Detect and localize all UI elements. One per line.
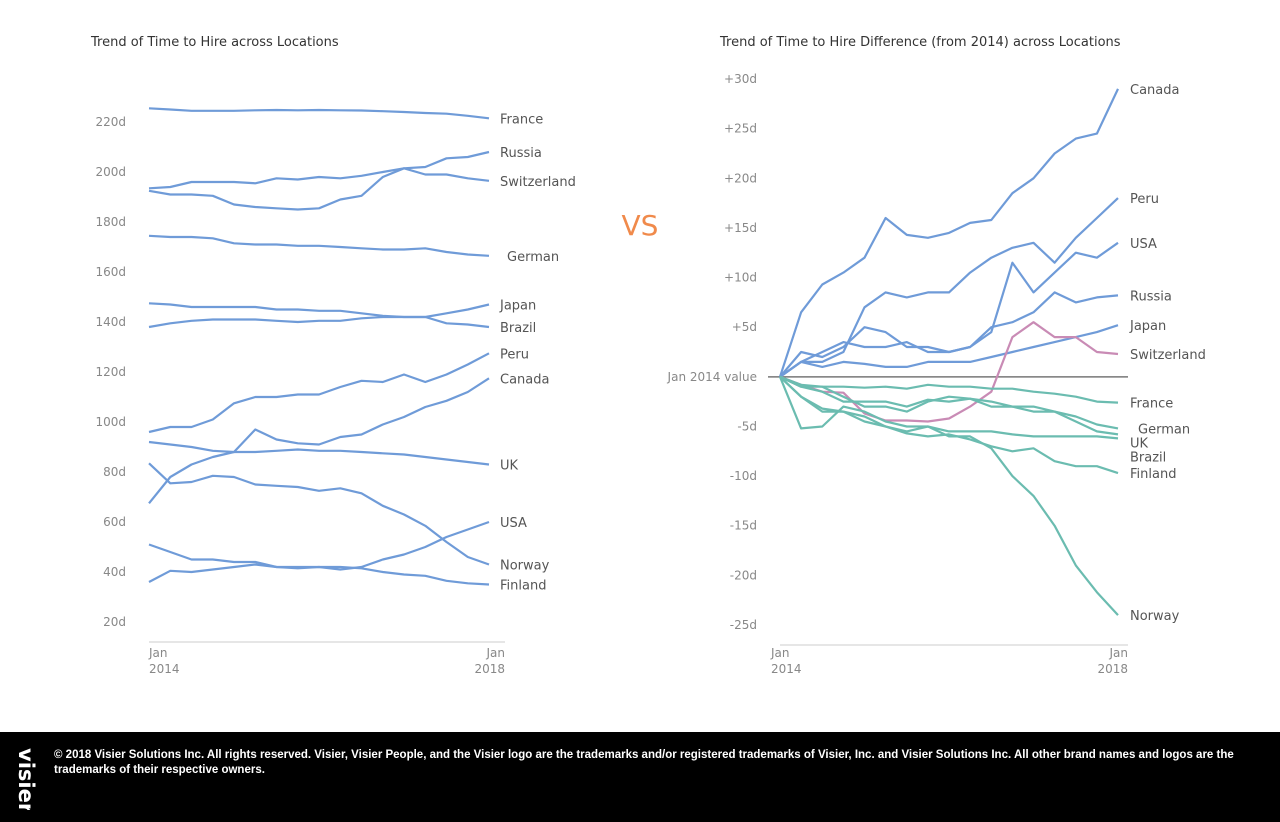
y-tick-label: 80d	[103, 465, 126, 479]
y-tick-label: +15d	[724, 221, 757, 235]
y-tick-label: -25d	[730, 618, 757, 632]
y-tick-label: 160d	[95, 265, 126, 279]
series-line-norway	[148, 462, 490, 566]
y-tick-label: 60d	[103, 515, 126, 529]
series-line-german	[148, 234, 490, 257]
series-line-peru	[148, 352, 490, 434]
series-label-russia: Russia	[500, 146, 542, 161]
series-label-german: German	[507, 250, 559, 265]
right-x-tick-end-month: Jan	[1109, 646, 1129, 660]
vs-label: VS	[622, 209, 659, 242]
series-label-german: German	[1138, 422, 1190, 437]
series-label-finland: Finland	[1130, 467, 1176, 482]
right-y-axis: +30d +25d +20d +15d +10d +5d -5d -10d -15d -20d -2…	[724, 72, 757, 632]
right-chart: Trend of Time to Hire Difference (from 2…	[667, 35, 1206, 676]
y-tick-label: -20d	[730, 568, 757, 582]
left-x-tick-end-month: Jan	[486, 646, 506, 660]
series-line-switzerland	[779, 321, 1119, 423]
series-line-uk	[779, 375, 1119, 436]
chart-canvas: Trend of Time to Hire across Locations 2…	[90, 35, 1206, 676]
y-tick-label: 180d	[95, 215, 126, 229]
right-x-tick-start-month: Jan	[770, 646, 790, 660]
series-label-peru: Peru	[500, 347, 529, 362]
series-line-norway	[778, 376, 1119, 616]
series-line-finland	[148, 543, 490, 586]
y-tick-label: -15d	[730, 519, 757, 533]
series-label-peru: Peru	[1130, 192, 1159, 207]
left-chart-title: Trend of Time to Hire across Locations	[90, 35, 339, 50]
series-label-uk: UK	[500, 459, 519, 474]
right-series-labels: Canada Peru USA Russia Japan Switzerland Franc…	[1129, 83, 1206, 624]
series-label-switzerland: Switzerland	[500, 175, 576, 190]
y-tick-label: +25d	[724, 122, 757, 136]
left-x-tick-end-year: 2018	[474, 662, 505, 676]
copyright-text: © 2018 Visier Solutions Inc. All rights …	[54, 749, 1234, 776]
y-tick-label: 120d	[95, 365, 126, 379]
series-line-finland	[779, 375, 1119, 475]
left-chart: Trend of Time to Hire across Locations 2…	[90, 35, 576, 676]
series-line-canada	[778, 88, 1119, 378]
series-line-usa	[148, 520, 490, 583]
series-line-france	[148, 107, 490, 120]
series-label-canada: Canada	[500, 372, 549, 387]
baseline-label: Jan 2014 value	[667, 370, 757, 384]
series-label-brazil: Brazil	[500, 321, 536, 336]
left-y-axis: 20d 40d 60d 80d 100d 120d 140d 160d 180d 200d 220d	[95, 115, 126, 629]
y-tick-label: 20d	[103, 615, 126, 629]
series-label-finland: Finland	[500, 579, 546, 594]
y-tick-label: -5d	[737, 419, 757, 433]
series-label-canada: Canada	[1130, 83, 1179, 98]
series-label-uk: UK	[1130, 436, 1149, 451]
left-series-lines	[148, 107, 490, 586]
series-line-russia	[779, 291, 1119, 378]
series-label-norway: Norway	[500, 559, 550, 574]
series-line-japan	[779, 324, 1119, 378]
series-line-uk	[148, 440, 490, 466]
visier-logo: visier	[14, 748, 36, 810]
left-x-tick-start-year: 2014	[149, 662, 180, 676]
y-tick-label: 220d	[95, 115, 126, 129]
y-tick-label: 100d	[95, 415, 126, 429]
right-x-tick-end-year: 2018	[1097, 662, 1128, 676]
left-series-labels: France Russia Switzerland German Japan Brazil…	[499, 112, 576, 593]
series-label-france: France	[500, 112, 543, 127]
y-tick-label: +10d	[724, 271, 757, 285]
series-label-russia: Russia	[1130, 289, 1172, 304]
y-tick-label: +5d	[732, 320, 757, 334]
y-tick-label: -10d	[730, 469, 757, 483]
right-series-lines	[778, 88, 1119, 616]
series-line-russia	[148, 150, 490, 190]
footer: visier © 2018 Visier Solutions Inc. All …	[0, 732, 1280, 822]
series-label-norway: Norway	[1130, 609, 1180, 624]
right-chart-title: Trend of Time to Hire Difference (from 2…	[719, 35, 1121, 50]
series-line-switzerland	[148, 167, 490, 211]
y-tick-label: 40d	[103, 565, 126, 579]
series-line-japan	[148, 302, 490, 319]
series-label-brazil: Brazil	[1130, 450, 1166, 465]
series-label-switzerland: Switzerland	[1130, 348, 1206, 363]
series-label-japan: Japan	[499, 299, 536, 314]
y-tick-label: 140d	[95, 315, 126, 329]
series-label-japan: Japan	[1129, 319, 1166, 334]
series-line-usa	[779, 241, 1119, 378]
series-label-usa: USA	[500, 516, 527, 531]
series-line-peru	[779, 197, 1119, 378]
series-line-brazil	[148, 315, 490, 329]
y-tick-label: +20d	[724, 171, 757, 185]
series-line-france	[779, 375, 1119, 404]
y-tick-label: +30d	[724, 72, 757, 86]
y-tick-label: 200d	[95, 165, 126, 179]
series-line-german	[779, 375, 1119, 430]
logo-text: visier	[14, 748, 36, 810]
series-label-usa: USA	[1130, 237, 1157, 252]
series-line-canada	[148, 377, 490, 504]
right-x-tick-start-year: 2014	[771, 662, 802, 676]
series-label-france: France	[1130, 397, 1173, 412]
left-x-tick-start-month: Jan	[148, 646, 168, 660]
